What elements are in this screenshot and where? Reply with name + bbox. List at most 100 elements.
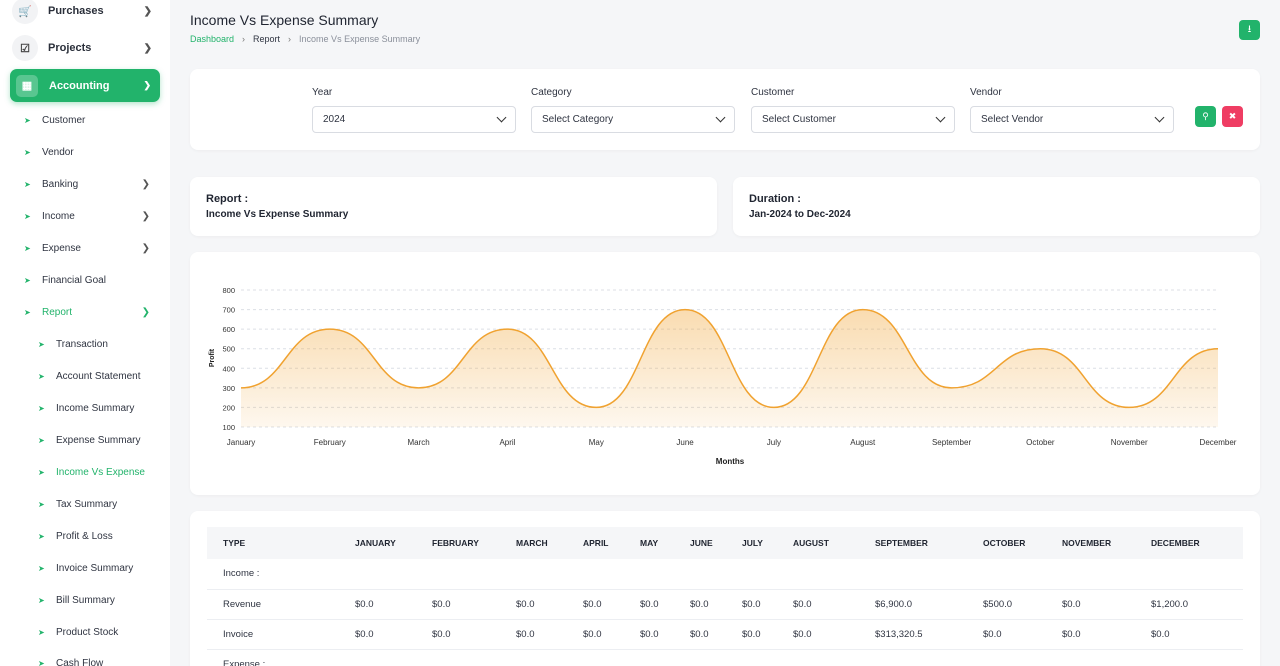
sidebar-item-transaction[interactable]: ➤ Transaction xyxy=(38,335,158,353)
sidebar-item-product-stock[interactable]: ➤ Product Stock xyxy=(38,623,158,641)
x-tick-label: July xyxy=(767,438,781,447)
breadcrumb-dashboard[interactable]: Dashboard xyxy=(190,34,235,44)
table-header-cell: JUNE xyxy=(690,538,713,548)
duration-value: Jan-2024 to Dec-2024 xyxy=(749,209,851,220)
y-tick-label: 600 xyxy=(222,325,235,334)
sidebar-item-label: Financial Goal xyxy=(42,274,106,286)
filter-card: Year 2024 Category Select Category Custo… xyxy=(190,69,1260,150)
table-cell: $0.0 xyxy=(1046,619,1135,650)
sidebar-item-accounting[interactable]: ▦ Accounting ❯ xyxy=(10,69,160,102)
sidebar-item-report[interactable]: ➤ Report ❯ xyxy=(24,303,154,321)
table-cell: $0.0 xyxy=(777,589,859,620)
year-filter: Year 2024 xyxy=(312,87,516,133)
sidebar-item-account-statement[interactable]: ➤ Account Statement xyxy=(38,367,158,385)
report-info-card: Report : Income Vs Expense Summary xyxy=(190,177,717,236)
category-select[interactable]: Select Category xyxy=(531,106,735,133)
search-button[interactable]: ⚲ xyxy=(1195,106,1216,127)
table-cell: $0.0 xyxy=(674,589,726,620)
table-section-label: Expense : xyxy=(207,649,1243,666)
vendor-select[interactable]: Select Vendor xyxy=(970,106,1174,133)
breadcrumb: Dashboard › Report › Income Vs Expense S… xyxy=(190,34,420,44)
table-header-cell: NOVEMBER xyxy=(1062,538,1112,548)
chevron-right-icon: ❯ xyxy=(141,210,150,222)
table-cell: $0.0 xyxy=(567,589,624,620)
customer-filter: Customer Select Customer xyxy=(751,87,955,133)
table-header-cell: MAY xyxy=(640,538,659,548)
profit-chart: 100 200 300 400 500 600 700 800 January February… xyxy=(209,286,1237,466)
chevron-down-icon xyxy=(1154,112,1165,123)
sidebar-item-label: Purchases xyxy=(48,5,104,17)
year-value: 2024 xyxy=(323,114,346,125)
sidebar-item-financial-goal[interactable]: ➤ Financial Goal xyxy=(24,271,154,289)
sidebar-item-invoice-summary[interactable]: ➤ Invoice Summary xyxy=(38,559,158,577)
x-tick-label: November xyxy=(1111,438,1148,447)
sidebar-item-banking[interactable]: ➤ Banking ❯ xyxy=(24,175,154,193)
breadcrumb-report[interactable]: Report xyxy=(253,34,281,44)
sidebar-item-label: Account Statement xyxy=(56,370,141,382)
sidebar-item-income-vs-expense[interactable]: ➤ Income Vs Expense xyxy=(38,463,158,481)
table-row: Income : xyxy=(207,559,1243,590)
table-body: Income : Revenue $0.0 $0.0 $0.0 $0.0 $0.0 $0.0 $… xyxy=(207,559,1243,666)
sidebar-item-expense-summary[interactable]: ➤ Expense Summary xyxy=(38,431,158,449)
chart-card: 100 200 300 400 500 600 700 800 January February… xyxy=(190,252,1260,495)
x-tick-label: June xyxy=(676,438,694,447)
sidebar-item-vendor[interactable]: ➤ Vendor xyxy=(24,143,154,161)
sidebar-item-label: Expense xyxy=(42,242,81,254)
table-cell: $0.0 xyxy=(777,619,859,650)
sidebar-item-label: Tax Summary xyxy=(56,498,118,510)
chevron-right-icon: ❯ xyxy=(141,242,150,254)
table-cell: $0.0 xyxy=(339,589,416,620)
sidebar-item-income-summary[interactable]: ➤ Income Summary xyxy=(38,399,158,417)
y-tick-label: 800 xyxy=(222,286,235,295)
sidebar-item-label: Bill Summary xyxy=(56,594,115,606)
sidebar-item-label: Customer xyxy=(42,114,86,126)
grid-icon: ▦ xyxy=(16,74,38,97)
download-button[interactable]: ⭳ xyxy=(1239,20,1260,40)
chevron-down-icon: ❯ xyxy=(143,80,151,90)
sidebar-item-bill-summary[interactable]: ➤ Bill Summary xyxy=(38,591,158,609)
summary-table: TYPE JANUARY FEBRUARY MARCH APRIL MAY JUNE JULY… xyxy=(207,527,1243,666)
table-cell: $0.0 xyxy=(339,619,416,650)
table-header-cell: APRIL xyxy=(583,538,609,548)
cart-icon: 🛒 xyxy=(12,0,38,24)
sidebar-item-purchases[interactable]: 🛒 Purchases ❯ xyxy=(12,0,162,27)
table-cell: $0.0 xyxy=(624,589,674,620)
sidebar-item-tax-summary[interactable]: ➤ Tax Summary xyxy=(38,495,158,513)
chevron-down-icon xyxy=(496,112,507,123)
sidebar-item-customer[interactable]: ➤ Customer xyxy=(24,111,154,129)
sidebar-item-label: Transaction xyxy=(56,338,108,350)
y-tick-label: 500 xyxy=(222,345,235,354)
sidebar-item-income[interactable]: ➤ Income ❯ xyxy=(24,207,154,225)
bullet-icon: ➤ xyxy=(24,275,31,285)
sidebar-item-label: Invoice Summary xyxy=(56,562,134,574)
table-cell: $0.0 xyxy=(674,619,726,650)
breadcrumb-current: Income Vs Expense Summary xyxy=(299,34,421,44)
customer-select[interactable]: Select Customer xyxy=(751,106,955,133)
year-select[interactable]: 2024 xyxy=(312,106,516,133)
bullet-icon: ➤ xyxy=(24,115,31,125)
y-tick-label: 400 xyxy=(222,364,235,373)
bullet-icon: ➤ xyxy=(24,179,31,189)
clear-filter-button[interactable]: ✖ xyxy=(1222,106,1243,127)
table-header-cell: TYPE xyxy=(223,538,246,548)
table-cell: $0.0 xyxy=(416,589,500,620)
table-cell: $0.0 xyxy=(416,619,500,650)
bullet-icon: ➤ xyxy=(38,627,45,637)
sidebar-item-label: Accounting xyxy=(49,79,110,92)
sidebar-item-label: Vendor xyxy=(42,146,74,158)
sidebar-item-profit-loss[interactable]: ➤ Profit & Loss xyxy=(38,527,158,545)
sidebar-item-cash-flow[interactable]: ➤ Cash Flow xyxy=(38,654,158,666)
x-tick-label: December xyxy=(1200,438,1237,447)
table-header-cell: DECEMBER xyxy=(1151,538,1200,548)
bullet-icon: ➤ xyxy=(24,147,31,157)
bullet-icon: ➤ xyxy=(38,339,45,349)
vendor-label: Vendor xyxy=(970,87,1002,98)
sidebar-item-projects[interactable]: ☑ Projects ❯ xyxy=(12,32,162,64)
sidebar-item-label: Banking xyxy=(42,178,79,190)
report-value: Income Vs Expense Summary xyxy=(206,209,349,220)
report-label: Report : xyxy=(206,193,249,205)
sidebar-item-expense[interactable]: ➤ Expense ❯ xyxy=(24,239,154,257)
table-row: Expense : xyxy=(207,649,1243,666)
bullet-icon: ➤ xyxy=(38,371,45,381)
bullet-icon: ➤ xyxy=(38,467,45,477)
